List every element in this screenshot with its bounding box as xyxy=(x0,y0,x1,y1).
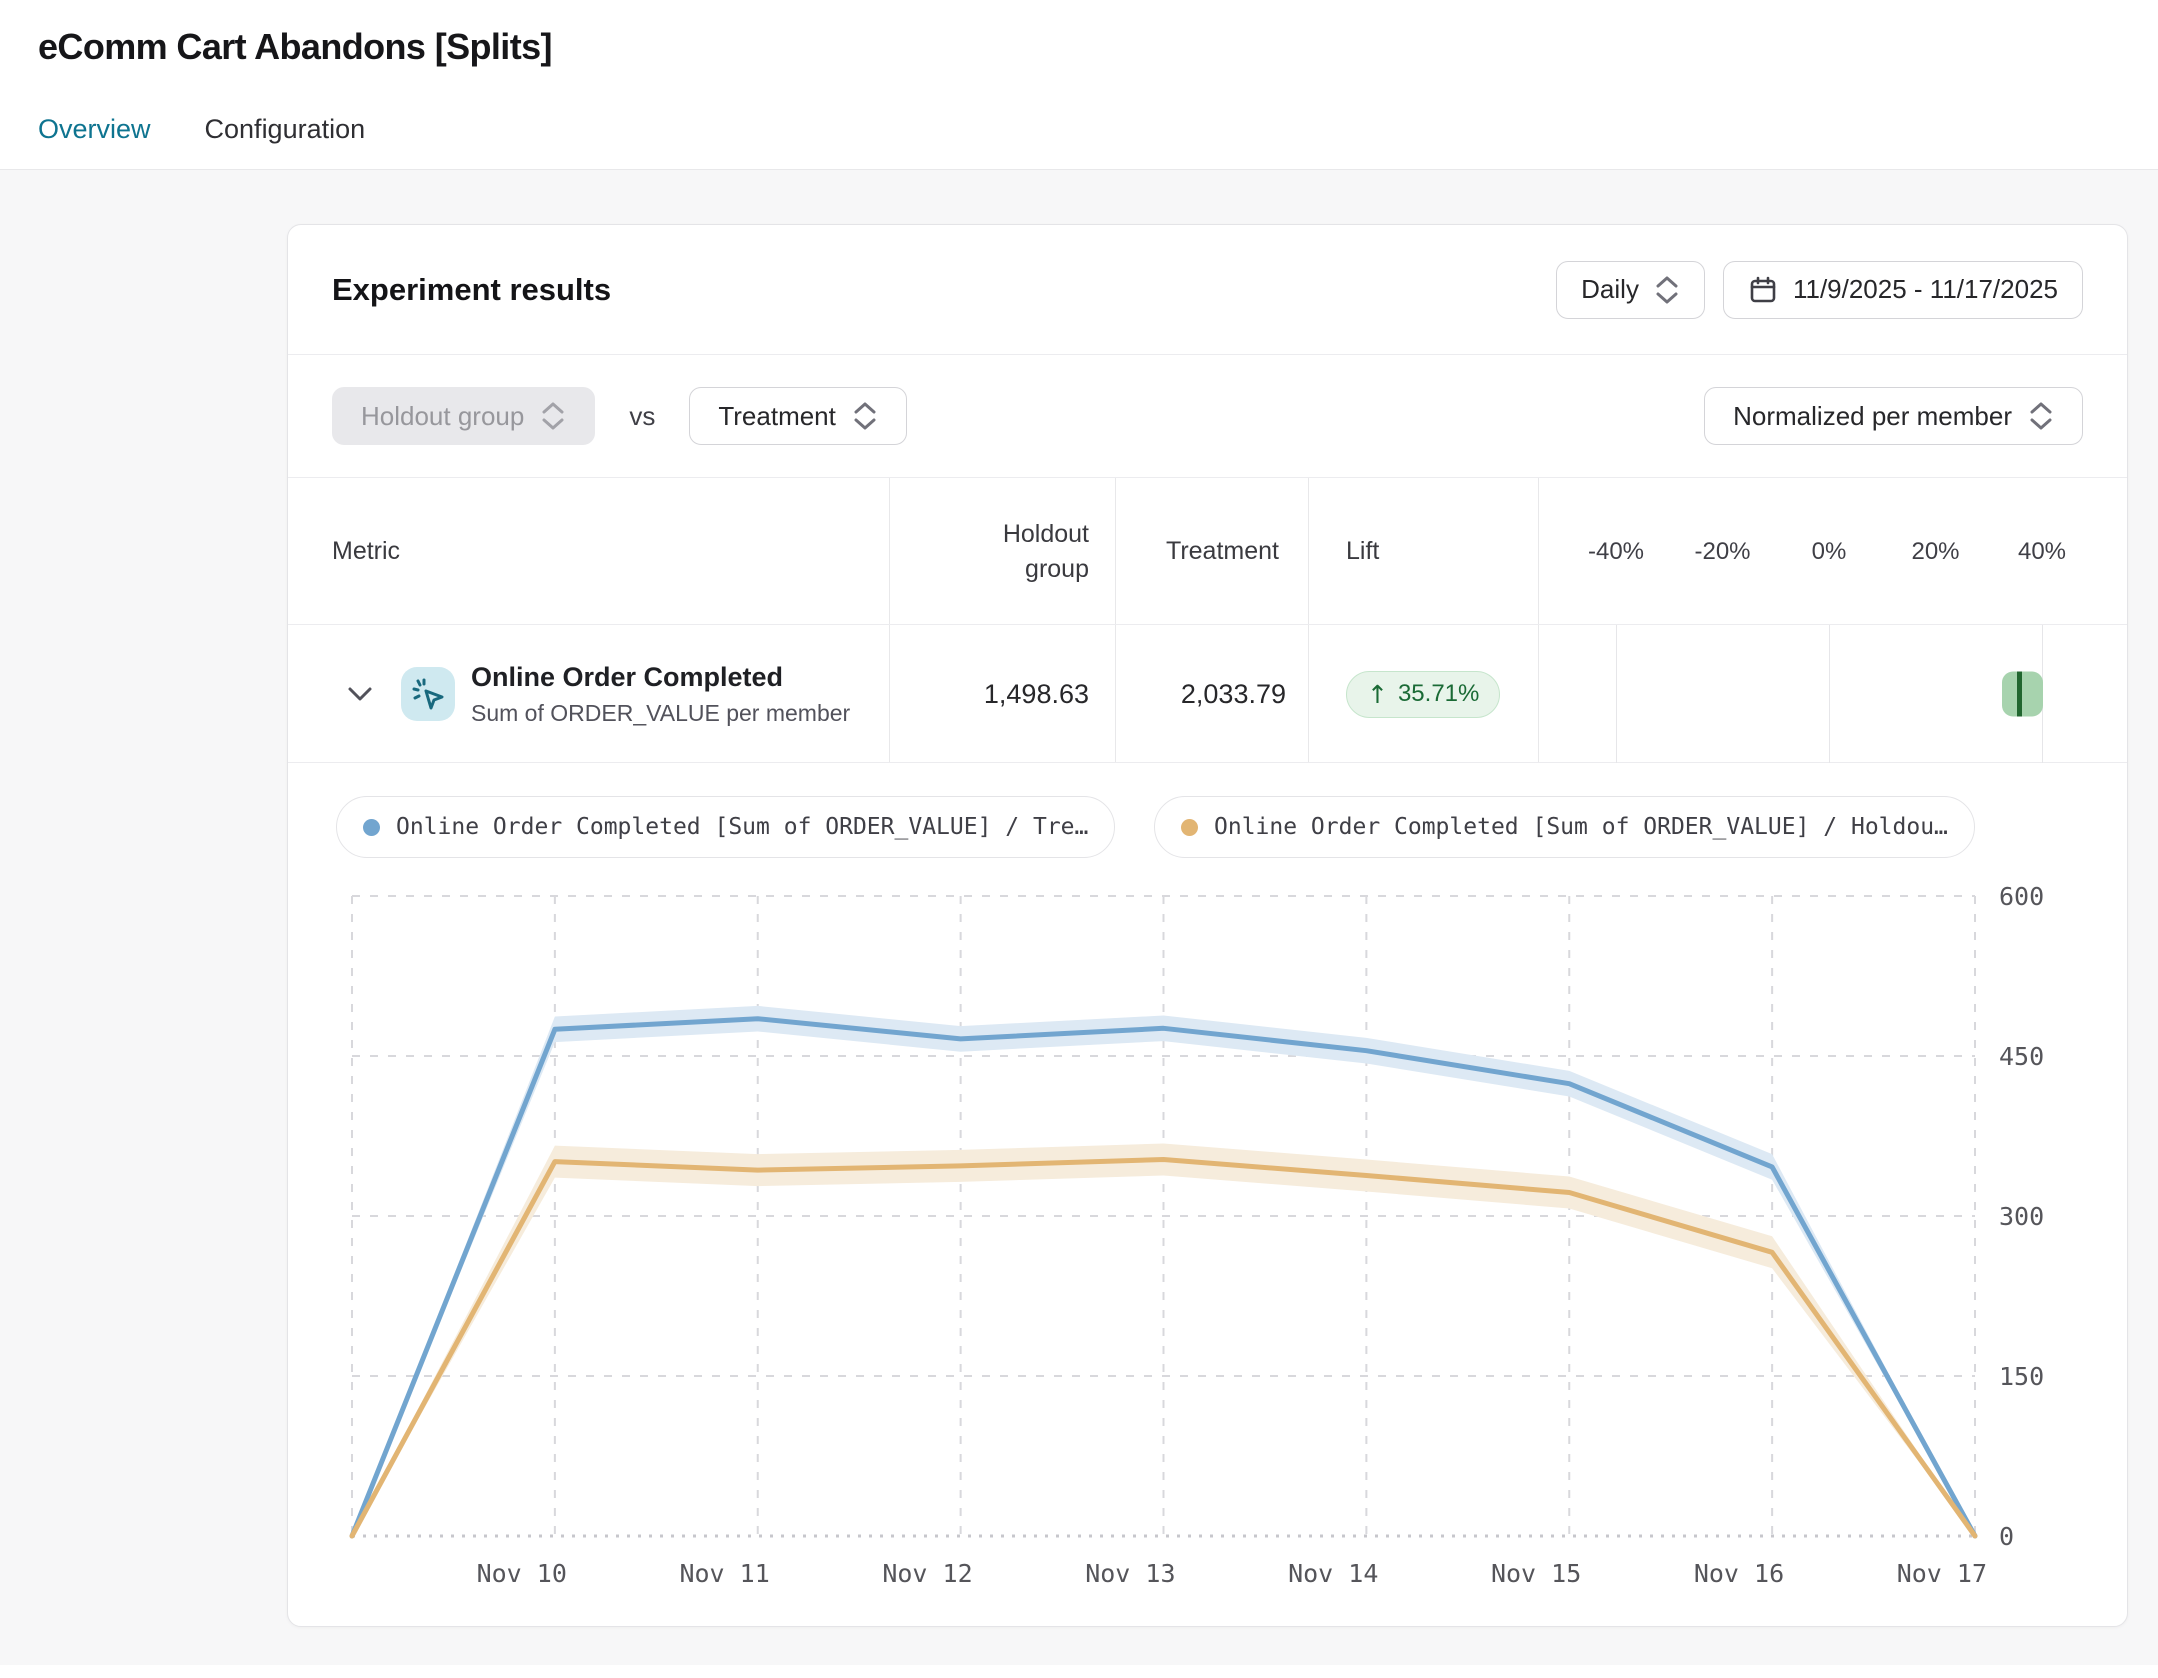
series-color-dot xyxy=(1181,818,1198,836)
scale-gridline xyxy=(1616,625,1617,763)
compare-controls-row: Holdout group vs Treatment Normalized pe… xyxy=(288,355,2127,478)
content-area: Experiment results Daily 11/9/2025 - 11/… xyxy=(0,170,2158,1665)
date-range-button[interactable]: 11/9/2025 - 11/17/2025 xyxy=(1722,260,2083,319)
col-header-metric: Metric xyxy=(332,537,401,565)
svg-text:600: 600 xyxy=(1999,882,2044,911)
scale-tick: 40% xyxy=(2017,537,2067,565)
column-divider xyxy=(1308,478,1309,763)
svg-text:Nov 12: Nov 12 xyxy=(882,1559,972,1588)
treatment-value: Treatment xyxy=(718,400,836,431)
column-divider xyxy=(1115,478,1116,763)
legend-chip-treatment[interactable]: Online Order Completed [Sum of ORDER_VAL… xyxy=(336,796,1116,858)
svg-text:Nov 16: Nov 16 xyxy=(1694,1559,1784,1588)
compare-controls: Holdout group vs Treatment xyxy=(332,387,907,445)
treatment-select[interactable]: Treatment xyxy=(689,387,907,445)
svg-text:Nov 11: Nov 11 xyxy=(679,1559,769,1588)
svg-text:Nov 15: Nov 15 xyxy=(1491,1559,1581,1588)
svg-text:Nov 14: Nov 14 xyxy=(1288,1559,1378,1588)
lift-scale-cell xyxy=(1538,625,2129,763)
confidence-interval-marker xyxy=(2002,671,2044,717)
scale-gridline xyxy=(1829,625,1830,763)
vs-label: vs xyxy=(629,400,656,431)
metrics-table: Metric Holdout group Treatment Lift -40%… xyxy=(288,478,2127,763)
page-header: eComm Cart Abandons [Splits] xyxy=(0,0,2158,68)
series-color-dot xyxy=(363,818,380,836)
page-title: eComm Cart Abandons [Splits] xyxy=(38,26,553,67)
table-row: Online Order Completed Sum of ORDER_VALU… xyxy=(288,625,2127,763)
header-controls: Daily 11/9/2025 - 11/17/2025 xyxy=(1556,260,2083,319)
expand-row-button[interactable] xyxy=(346,625,374,763)
scale-tick: -40% xyxy=(1587,537,1645,565)
tab-configuration[interactable]: Configuration xyxy=(204,114,366,144)
metric-description: Sum of ORDER_VALUE per member xyxy=(471,699,851,726)
normalization-select[interactable]: Normalized per member xyxy=(1704,387,2083,445)
holdout-group-value: Holdout group xyxy=(361,400,525,431)
chevron-updown-icon xyxy=(1654,275,1680,305)
column-divider xyxy=(889,478,890,763)
lift-value: 35.71% xyxy=(1397,680,1480,707)
lift-scale-header: -40% -20% 0% 20% 40% xyxy=(1538,478,2129,625)
metric-event-icon xyxy=(401,666,455,721)
holdout-value: 1,498.63 xyxy=(983,678,1089,709)
legend-label: Online Order Completed [Sum of ORDER_VAL… xyxy=(1214,814,1948,840)
column-divider xyxy=(1538,478,1539,763)
holdout-group-select[interactable]: Holdout group xyxy=(332,387,596,445)
metric-cell: Online Order Completed Sum of ORDER_VALU… xyxy=(471,625,850,763)
lift-cell: ↑ 35.71% xyxy=(1346,625,1501,763)
svg-text:Nov 10: Nov 10 xyxy=(477,1559,567,1588)
svg-text:300: 300 xyxy=(1999,1202,2044,1231)
svg-text:150: 150 xyxy=(1999,1362,2044,1391)
experiment-line-chart: 0 150 300 450 600 Nov 10 Nov 11 Nov 12 Nov 13 Nov… xyxy=(288,865,2129,1628)
col-header-lift: Lift xyxy=(1346,537,1380,565)
tab-overview[interactable]: Overview xyxy=(38,114,151,144)
date-range-value: 11/9/2025 - 11/17/2025 xyxy=(1792,274,2058,304)
scale-tick: 20% xyxy=(1911,537,1960,565)
svg-text:Nov 17: Nov 17 xyxy=(1897,1559,1987,1588)
svg-text:Nov 13: Nov 13 xyxy=(1085,1559,1175,1588)
experiment-results-card: Experiment results Daily 11/9/2025 - 11/… xyxy=(287,224,2128,1627)
chevron-updown-icon xyxy=(852,401,878,431)
legend-label: Online Order Completed [Sum of ORDER_VAL… xyxy=(396,814,1089,840)
card-header: Experiment results Daily 11/9/2025 - 11/… xyxy=(288,225,2127,355)
metric-name: Online Order Completed xyxy=(471,661,784,692)
svg-text:450: 450 xyxy=(1999,1042,2044,1071)
arrow-up-icon: ↑ xyxy=(1367,679,1388,709)
lift-badge: ↑ 35.71% xyxy=(1346,670,1501,718)
card-title: Experiment results xyxy=(332,271,612,307)
chevron-updown-icon xyxy=(540,401,566,431)
line-chart-svg: 0 150 300 450 600 Nov 10 Nov 11 Nov 12 Nov 13 Nov… xyxy=(349,882,2044,1588)
tabbar: Overview Configuration xyxy=(0,114,2158,170)
scale-tick: -20% xyxy=(1694,537,1751,565)
legend-chip-holdout[interactable]: Online Order Completed [Sum of ORDER_VAL… xyxy=(1154,796,1975,858)
chevron-down-icon xyxy=(348,687,372,701)
granularity-value: Daily xyxy=(1581,274,1639,304)
col-header-holdout-group: Holdout group xyxy=(1002,519,1089,583)
svg-text:0: 0 xyxy=(1999,1522,2014,1551)
scale-tick: 0% xyxy=(1811,537,1847,565)
normalization-value: Normalized per member xyxy=(1733,400,2012,431)
lift-point-marker xyxy=(2016,671,2022,717)
treatment-value: 2,033.79 xyxy=(1180,678,1286,709)
table-header-row: Metric Holdout group Treatment Lift -40%… xyxy=(288,478,2127,625)
col-header-treatment: Treatment xyxy=(1165,537,1279,565)
granularity-select[interactable]: Daily xyxy=(1556,260,1705,319)
calendar-icon xyxy=(1748,275,1778,305)
chevron-updown-icon xyxy=(2028,401,2054,431)
